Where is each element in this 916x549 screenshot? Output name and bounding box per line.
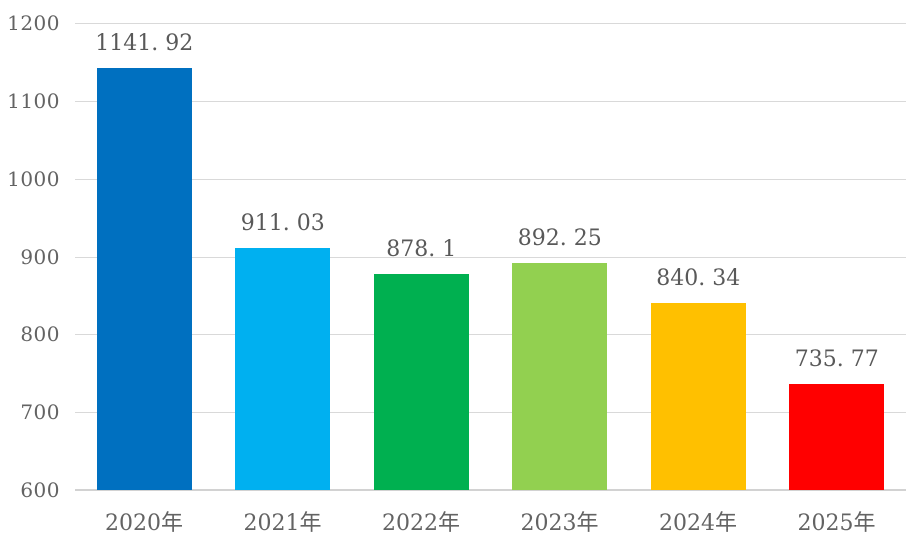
- bar-2022: [373, 273, 469, 490]
- y-axis-tick-label-600: 600: [20, 478, 60, 502]
- y-axis-tick-label-1000: 1000: [7, 166, 60, 191]
- bar-value-label: 892. 25: [517, 225, 602, 251]
- gridline-1100: [75, 100, 906, 102]
- bar-value-label: 911. 03: [240, 210, 325, 236]
- y-axis-tick-label-900: 900: [20, 244, 60, 269]
- gridline-1000: [75, 178, 906, 180]
- x-axis-category-label: 2020年: [105, 511, 183, 536]
- gridline-700: [75, 412, 906, 414]
- bar-value-label: 840. 34: [656, 265, 741, 291]
- y-axis-tick-label-800: 800: [20, 322, 60, 347]
- y-axis-tick-label-1100: 1100: [7, 88, 60, 113]
- bar-2020: [96, 68, 192, 490]
- y-axis-tick-label-700: 700: [20, 400, 60, 425]
- bar-value-label: 1141. 92: [95, 31, 194, 57]
- bar-2021: [235, 247, 331, 490]
- y-axis-tick-label-1200: 1200: [7, 11, 60, 35]
- gridline-900: [75, 256, 906, 258]
- bar-2024: [650, 302, 746, 490]
- bar-value-label: 878. 1: [386, 236, 457, 262]
- bar-2025: [789, 384, 885, 490]
- gridline-1200: [75, 23, 906, 24]
- x-axis-category-label: 2024年: [659, 511, 737, 536]
- x-axis-category-label: 2022年: [382, 511, 460, 536]
- x-axis-category-label: 2025年: [797, 511, 876, 536]
- x-axis-line: [75, 489, 906, 491]
- x-axis-category-label: 2021年: [243, 511, 322, 536]
- bar-value-label: 735. 77: [794, 347, 879, 373]
- gridline-800: [75, 334, 906, 336]
- x-axis-category-label: 2023年: [520, 511, 599, 536]
- bar-2023: [512, 262, 608, 490]
- plot-area: 1141. 92 911. 03 878. 1 892. 25 840. 34 735. …: [75, 23, 906, 491]
